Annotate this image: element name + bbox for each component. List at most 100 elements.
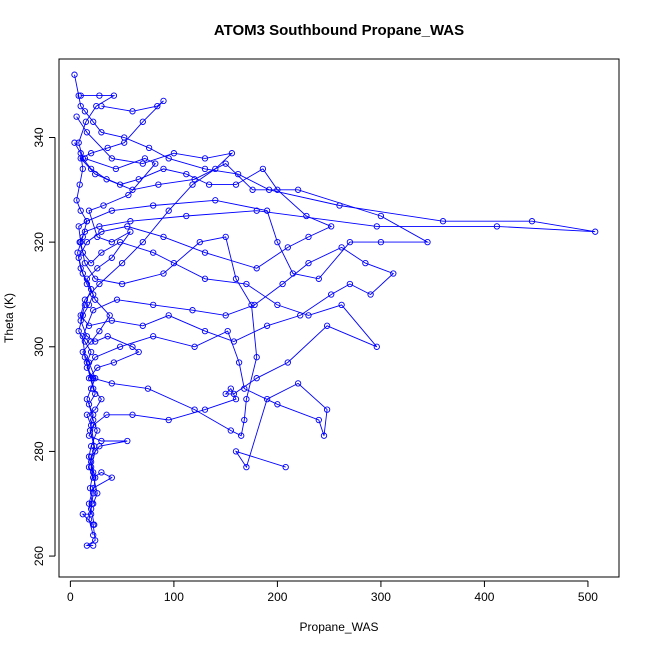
series-0 — [71, 71, 599, 549]
data-point — [139, 160, 146, 167]
plot-frame — [58, 58, 620, 578]
data-point — [346, 280, 354, 288]
data-point — [98, 129, 105, 136]
data-point — [222, 390, 229, 398]
data-point — [205, 181, 213, 188]
data-point — [160, 97, 167, 105]
data-point — [116, 181, 124, 188]
data-point — [238, 432, 245, 439]
data-point — [189, 181, 196, 188]
data-point — [259, 165, 267, 173]
data-point — [90, 307, 97, 314]
data-point — [125, 191, 132, 199]
data-point — [83, 218, 91, 225]
x-tick-label: 400 — [474, 590, 494, 604]
data-point — [76, 181, 83, 188]
data-point — [108, 238, 115, 246]
data-point — [121, 139, 128, 146]
data-point — [90, 542, 97, 549]
data-point — [83, 411, 91, 418]
data-point — [165, 155, 172, 162]
data-point — [129, 411, 136, 418]
data-point — [305, 312, 312, 319]
data-point — [104, 333, 111, 340]
data-point — [282, 463, 289, 471]
data-point — [91, 521, 98, 528]
data-point — [103, 176, 110, 183]
data-point — [92, 406, 99, 413]
data-point — [79, 165, 86, 173]
data-point — [274, 238, 281, 246]
data-point — [124, 223, 131, 230]
data-point — [92, 296, 99, 303]
series-5 — [79, 155, 159, 528]
data-point — [222, 233, 229, 241]
data-point — [439, 218, 447, 225]
data-point — [284, 359, 291, 366]
data-point — [98, 249, 105, 256]
data-point — [86, 427, 94, 434]
data-point — [592, 228, 599, 235]
data-point — [85, 359, 93, 366]
data-point — [323, 322, 331, 329]
data-point — [294, 186, 302, 193]
data-point — [253, 207, 260, 214]
data-point — [263, 207, 271, 214]
data-point — [85, 516, 93, 523]
data-point — [165, 416, 172, 424]
x-axis-label: Propane_WAS — [300, 620, 379, 634]
data-point — [377, 238, 385, 246]
data-point — [108, 207, 115, 214]
data-point — [92, 474, 99, 481]
chart-title: ATOM3 Southbound Propane_WAS — [214, 22, 464, 39]
data-point — [100, 202, 107, 209]
data-point — [83, 238, 91, 246]
data-point — [160, 165, 167, 173]
data-point — [150, 249, 157, 256]
data-point — [81, 301, 89, 309]
data-point — [165, 207, 172, 214]
data-point — [87, 348, 95, 356]
data-point — [338, 301, 345, 309]
series-4 — [75, 97, 335, 382]
data-point — [160, 270, 167, 277]
data-point — [79, 270, 86, 277]
data-point — [87, 259, 95, 267]
data-point — [152, 160, 159, 167]
data-point — [106, 312, 113, 319]
data-point — [108, 317, 115, 324]
data-point — [83, 333, 91, 340]
data-point — [274, 186, 281, 193]
data-point — [251, 301, 258, 309]
data-point — [528, 218, 536, 225]
data-point — [73, 197, 80, 204]
data-point — [227, 427, 234, 434]
data-point — [232, 448, 240, 455]
data-point — [320, 432, 328, 439]
data-point — [201, 165, 209, 173]
data-point — [94, 233, 101, 241]
data-point — [87, 458, 95, 466]
data-point — [253, 265, 260, 272]
plot-area — [58, 58, 620, 578]
data-point — [230, 338, 238, 345]
data-point — [373, 223, 380, 230]
data-point — [96, 92, 103, 99]
data-point — [92, 537, 99, 544]
data-point — [284, 244, 291, 251]
data-point — [113, 296, 121, 303]
data-point — [222, 160, 229, 167]
data-point — [85, 375, 93, 382]
y-tick-label: 340 — [32, 127, 46, 147]
data-point — [232, 275, 240, 282]
data-point — [92, 338, 99, 345]
data-point — [323, 406, 331, 413]
data-point — [118, 280, 126, 288]
data-point — [338, 244, 345, 251]
data-point — [92, 170, 99, 178]
data-point — [94, 490, 101, 497]
data-point — [150, 301, 157, 309]
data-point — [104, 144, 111, 152]
data-point — [116, 343, 124, 350]
data-point — [73, 113, 80, 120]
